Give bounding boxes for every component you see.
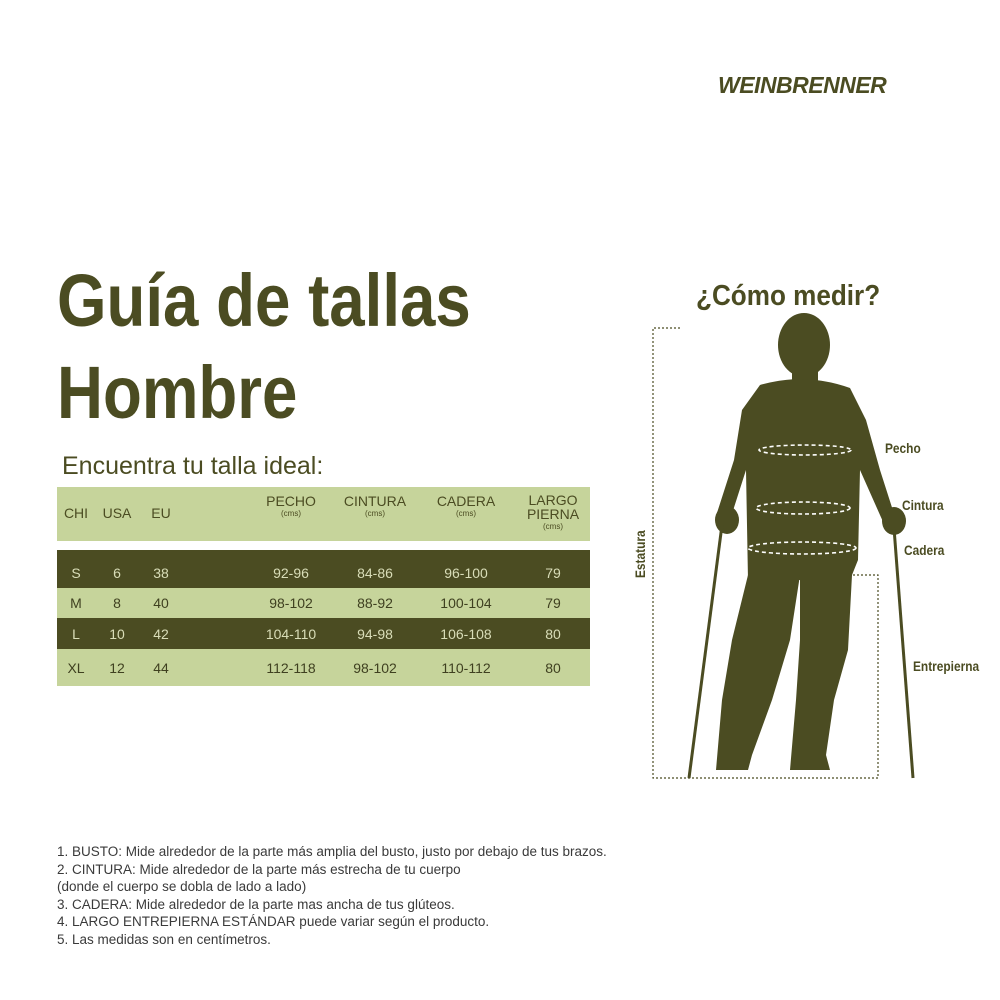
label-estatura: Estatura — [632, 530, 648, 578]
table-cell: M — [70, 595, 82, 611]
header-label: CHI — [63, 505, 89, 521]
table-cell: 98-102 — [269, 595, 313, 611]
table-cell: 8 — [113, 595, 121, 611]
header-unit: (cms) — [543, 522, 563, 531]
table-row: M 8 40 98-102 88-92 100-104 79 — [57, 588, 590, 618]
table-cell: S — [71, 565, 81, 581]
table-cell: 79 — [545, 565, 561, 581]
table-cell: 40 — [153, 595, 169, 611]
table-cell: 80 — [545, 659, 561, 676]
table-cell: 92-96 — [273, 565, 309, 581]
note-line: 2. CINTURA: Mide alrededor de la parte m… — [57, 861, 461, 877]
figure-heading: ¿Cómo medir? — [696, 280, 881, 312]
table-cell: 84-86 — [357, 565, 393, 581]
table-row: L 10 42 104-110 94-98 106-108 80 — [57, 618, 590, 649]
header-cell: PECHO (cms) — [266, 494, 316, 520]
label-cintura: Cintura — [902, 497, 944, 513]
header-cell: CADERA (cms) — [437, 494, 495, 520]
header-label: PECHO — [266, 493, 316, 509]
table-cell: 42 — [153, 625, 169, 642]
title: Hombre — [57, 351, 298, 434]
table-cell: 38 — [153, 565, 169, 581]
table-cell: 80 — [545, 625, 561, 642]
table-cell: 6 — [113, 565, 121, 581]
header-cell: EU — [151, 506, 170, 520]
note-line: 5. Las medidas son en centímetros. — [57, 931, 271, 947]
header-cell: CHI — [64, 506, 88, 520]
header-cell: USA — [103, 506, 132, 520]
label-entrepierna: Entrepierna — [913, 658, 980, 674]
notes: 1. BUSTO: Mide alrededor de la parte más… — [57, 843, 607, 948]
table-cell: XL — [67, 659, 85, 676]
header-label: CADERA — [436, 493, 496, 509]
table-cell: 88-92 — [357, 595, 393, 611]
label-pecho: Pecho — [885, 440, 921, 456]
header-label: CINTURA — [343, 493, 407, 509]
table-cell: 112-118 — [266, 659, 316, 676]
table-cell: 94-98 — [357, 625, 393, 642]
table-cell: 100-104 — [440, 595, 492, 611]
header-label: EU — [151, 505, 171, 521]
table-cell: 79 — [545, 595, 561, 611]
brand-logo: WEINBRENNER — [718, 72, 887, 98]
header-unit: (cms) — [364, 509, 385, 518]
header-unit: (cms) — [280, 509, 301, 518]
table-cell: 98-102 — [353, 659, 397, 676]
note-line: (donde el cuerpo se dobla de lado a lado… — [57, 879, 307, 894]
table-cell: 12 — [109, 659, 125, 676]
label-cadera: Cadera — [904, 542, 945, 558]
table-cell: 44 — [153, 659, 169, 676]
header-unit: (cms) — [455, 509, 476, 518]
table-header: CHI USA EU PECHO (cms) CINTURA (cms) CADERA (cms… — [57, 487, 590, 541]
table-cell: 110-112 — [441, 659, 491, 676]
table-cell: 10 — [109, 625, 125, 642]
note-line: 1. BUSTO: Mide alrededor de la parte más… — [57, 844, 607, 859]
table-cell: 104-110 — [265, 625, 317, 642]
table-row: S 6 38 92-96 84-86 96-100 79 — [57, 550, 590, 588]
table-cell: 106-108 — [440, 625, 492, 642]
header-label: LARGO PIERNA — [526, 492, 580, 522]
note-line: 4. LARGO ENTREPIERNA ESTÁNDAR puede vari… — [57, 914, 490, 929]
title: Guía de tallas — [57, 259, 471, 342]
table-cell: L — [72, 625, 80, 642]
table-row: XL 12 44 112-118 98-102 110-112 80 — [57, 649, 590, 686]
header-cell: CINTURA (cms) — [344, 494, 406, 520]
header-label: USA — [102, 505, 132, 521]
subtitle: Encuentra tu talla ideal: — [62, 452, 324, 480]
note-line: 3. CADERA: Mide alrededor de la parte ma… — [57, 896, 455, 912]
table-cell: 96-100 — [444, 565, 488, 581]
header-cell: LARGO PIERNA (cms) — [526, 493, 580, 533]
